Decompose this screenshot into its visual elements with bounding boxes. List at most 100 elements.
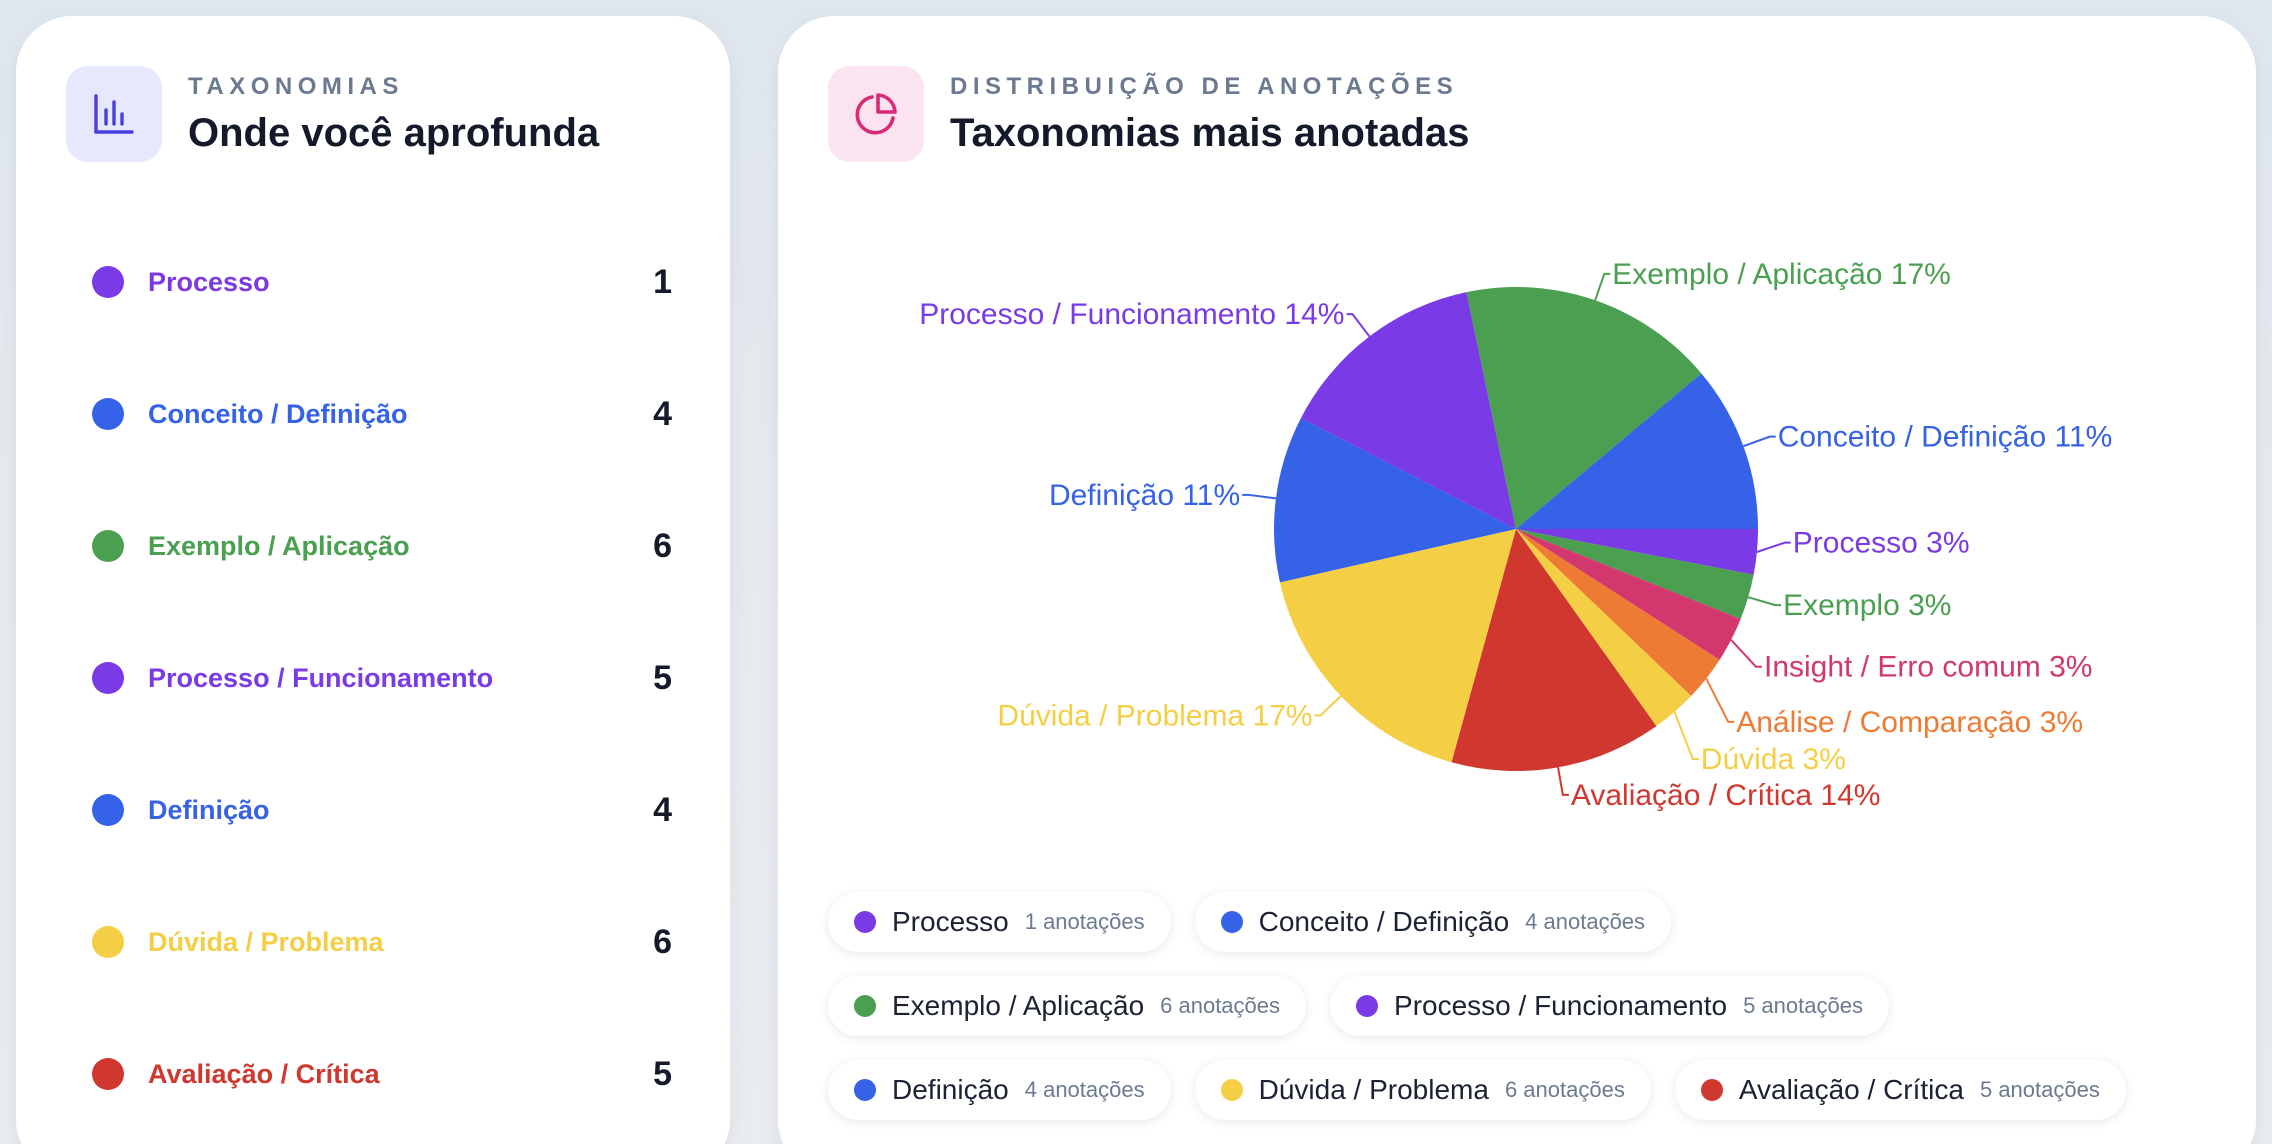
pie-label-leader xyxy=(1730,639,1762,668)
pie-slice-label: Conceito / Definição 11% xyxy=(1778,421,2113,454)
legend-color-dot xyxy=(1700,1079,1723,1101)
legend-pill[interactable]: Conceito / Definição 4 anotações xyxy=(1194,892,1672,952)
chart-legend: Processo 1 anotações Conceito / Definição 4… xyxy=(828,892,2228,1144)
legend-color-dot xyxy=(854,1079,876,1101)
bar-chart-icon xyxy=(66,66,162,162)
pie-slice[interactable] xyxy=(1516,529,1720,696)
legend-name: Exemplo / Aplicação xyxy=(892,990,1145,1021)
taxonomy-count: 1 xyxy=(653,262,672,301)
taxonomy-count: 4 xyxy=(653,394,672,433)
legend-pill[interactable]: Processo 1 anotações xyxy=(828,892,1171,952)
taxonomy-color-dot xyxy=(92,530,124,562)
pie-label-leader xyxy=(1594,272,1611,301)
taxonomy-label: Processo xyxy=(148,266,270,297)
legend-count: 4 anotações xyxy=(1024,1077,1145,1102)
legend-color-dot xyxy=(854,995,876,1017)
taxonomy-color-dot xyxy=(92,1058,124,1090)
pie-slice[interactable] xyxy=(1516,529,1741,660)
legend-name: Conceito / Definição xyxy=(1258,906,1510,937)
taxonomy-label: Dúvida / Problema xyxy=(148,926,384,957)
pie-slice[interactable] xyxy=(1516,529,1754,619)
pie-label-leader xyxy=(1314,695,1342,717)
taxonomy-count: 6 xyxy=(653,526,672,565)
legend-name: Definição xyxy=(892,1074,1009,1105)
taxonomies-title: Onde você aprofunda xyxy=(188,110,600,155)
legend-name: Dúvida / Problema xyxy=(1258,1074,1489,1105)
legend-pill[interactable]: Definição 4 anotações xyxy=(828,1060,1171,1120)
pie-slice-label: Insight / Erro comum 3% xyxy=(1764,651,2092,684)
legend-pill[interactable]: Dúvida / Problema 6 anotações xyxy=(1194,1060,1651,1120)
legend-row: Exemplo / Aplicação 6 anotações Processo /… xyxy=(828,976,2228,1036)
taxonomy-list: Processo 1 Conceito / Definição 4 Exemplo / … xyxy=(92,216,672,1140)
pie-label-leader xyxy=(1705,678,1735,723)
taxonomy-label: Exemplo / Aplicação xyxy=(148,530,410,561)
pie-slice-label: Definição 11% xyxy=(1049,479,1240,512)
pie-slice-label: Processo / Funcionamento 14% xyxy=(919,298,1344,331)
pie-slice[interactable] xyxy=(1451,529,1657,771)
pie-slice-label: Exemplo 3% xyxy=(1783,589,1951,622)
taxonomy-color-dot xyxy=(92,266,124,298)
pie-slice[interactable] xyxy=(1300,292,1516,529)
distribution-title: Taxonomias mais anotadas xyxy=(950,110,1470,155)
legend-name: Processo xyxy=(892,906,1009,937)
taxonomy-count: 5 xyxy=(653,658,672,697)
taxonomies-header: TAXONOMIAS Onde você aprofunda xyxy=(66,66,599,162)
legend-row: Processo 1 anotações Conceito / Definição 4… xyxy=(828,892,2228,952)
pie-label-leader xyxy=(1747,596,1782,607)
legend-color-dot xyxy=(1220,911,1243,933)
taxonomy-row[interactable]: Conceito / Definição 4 xyxy=(92,348,672,480)
pie-slice[interactable] xyxy=(1279,529,1516,763)
pie-slice-label: Avaliação / Crítica 14% xyxy=(1571,779,1881,812)
legend-count: 5 anotações xyxy=(1743,993,1863,1018)
taxonomy-row[interactable]: Dúvida / Problema 6 xyxy=(92,876,672,1008)
legend-color-dot xyxy=(1356,995,1379,1017)
taxonomy-label: Conceito / Definição xyxy=(148,398,408,429)
distribution-header: DISTRIBUIÇÃO DE ANOTAÇÕES Taxonomias mai… xyxy=(828,66,1469,162)
pie-chart[interactable]: Processo 3% Exemplo 3% Insight / Erro comu… xyxy=(778,16,2256,876)
taxonomy-color-dot xyxy=(92,926,124,958)
taxonomy-count: 4 xyxy=(653,790,672,829)
pie-slice-label: Exemplo / Aplicação 17% xyxy=(1612,258,1951,291)
legend-count: 6 anotações xyxy=(1504,1077,1625,1102)
legend-count: 4 anotações xyxy=(1525,909,1646,934)
pie-slice-label: Dúvida / Problema 17% xyxy=(997,699,1312,732)
pie-slice[interactable] xyxy=(1516,529,1758,575)
legend-count: 5 anotações xyxy=(1979,1077,2100,1102)
taxonomy-color-dot xyxy=(92,794,124,826)
taxonomy-row[interactable]: Processo 1 xyxy=(92,216,672,348)
pie-slice[interactable] xyxy=(1516,373,1758,529)
taxonomy-count: 5 xyxy=(653,1054,672,1093)
pie-label-leader xyxy=(1673,711,1699,761)
pie-label-leader xyxy=(1756,541,1791,553)
legend-count: 6 anotações xyxy=(1160,993,1281,1018)
pie-label-leader xyxy=(1346,313,1371,338)
taxonomy-row[interactable]: Exemplo / Aplicação 6 xyxy=(92,480,672,612)
legend-color-dot xyxy=(1220,1079,1243,1101)
legend-pill[interactable]: Processo / Funcionamento 5 anotações xyxy=(1330,976,1889,1036)
legend-count: 1 anotações xyxy=(1024,909,1145,934)
pie-slice-label: Dúvida 3% xyxy=(1701,743,1846,776)
distribution-card: DISTRIBUIÇÃO DE ANOTAÇÕES Taxonomias mai… xyxy=(778,16,2256,1144)
taxonomy-count: 6 xyxy=(653,922,672,961)
taxonomy-color-dot xyxy=(92,662,124,694)
pie-slice-label: Análise / Comparação 3% xyxy=(1736,706,2083,739)
legend-pill[interactable]: Exemplo / Aplicação 6 anotações xyxy=(828,976,1307,1036)
taxonomies-eyebrow: TAXONOMIAS xyxy=(188,72,404,100)
pie-label-leader xyxy=(1557,767,1569,796)
pie-slice[interactable] xyxy=(1466,287,1702,529)
pie-slice-label: Processo 3% xyxy=(1793,527,1970,560)
taxonomy-row[interactable]: Processo / Funcionamento 5 xyxy=(92,612,672,744)
pie-label-leader xyxy=(1242,493,1277,500)
legend-color-dot xyxy=(854,911,876,933)
pie-slice[interactable] xyxy=(1274,418,1516,583)
legend-name: Avaliação / Crítica xyxy=(1738,1074,1964,1105)
taxonomy-row[interactable]: Avaliação / Crítica 5 xyxy=(92,1008,672,1140)
pie-slice[interactable] xyxy=(1516,529,1692,727)
legend-pill[interactable]: Avaliação / Crítica 5 anotações xyxy=(1674,1060,2126,1120)
legend-name: Processo / Funcionamento xyxy=(1394,990,1728,1021)
taxonomy-label: Processo / Funcionamento xyxy=(148,662,494,693)
taxonomy-label: Definição xyxy=(148,794,270,825)
distribution-eyebrow: DISTRIBUIÇÃO DE ANOTAÇÕES xyxy=(950,72,1459,100)
taxonomy-label: Avaliação / Crítica xyxy=(148,1058,380,1089)
taxonomy-row[interactable]: Definição 4 xyxy=(92,744,672,876)
